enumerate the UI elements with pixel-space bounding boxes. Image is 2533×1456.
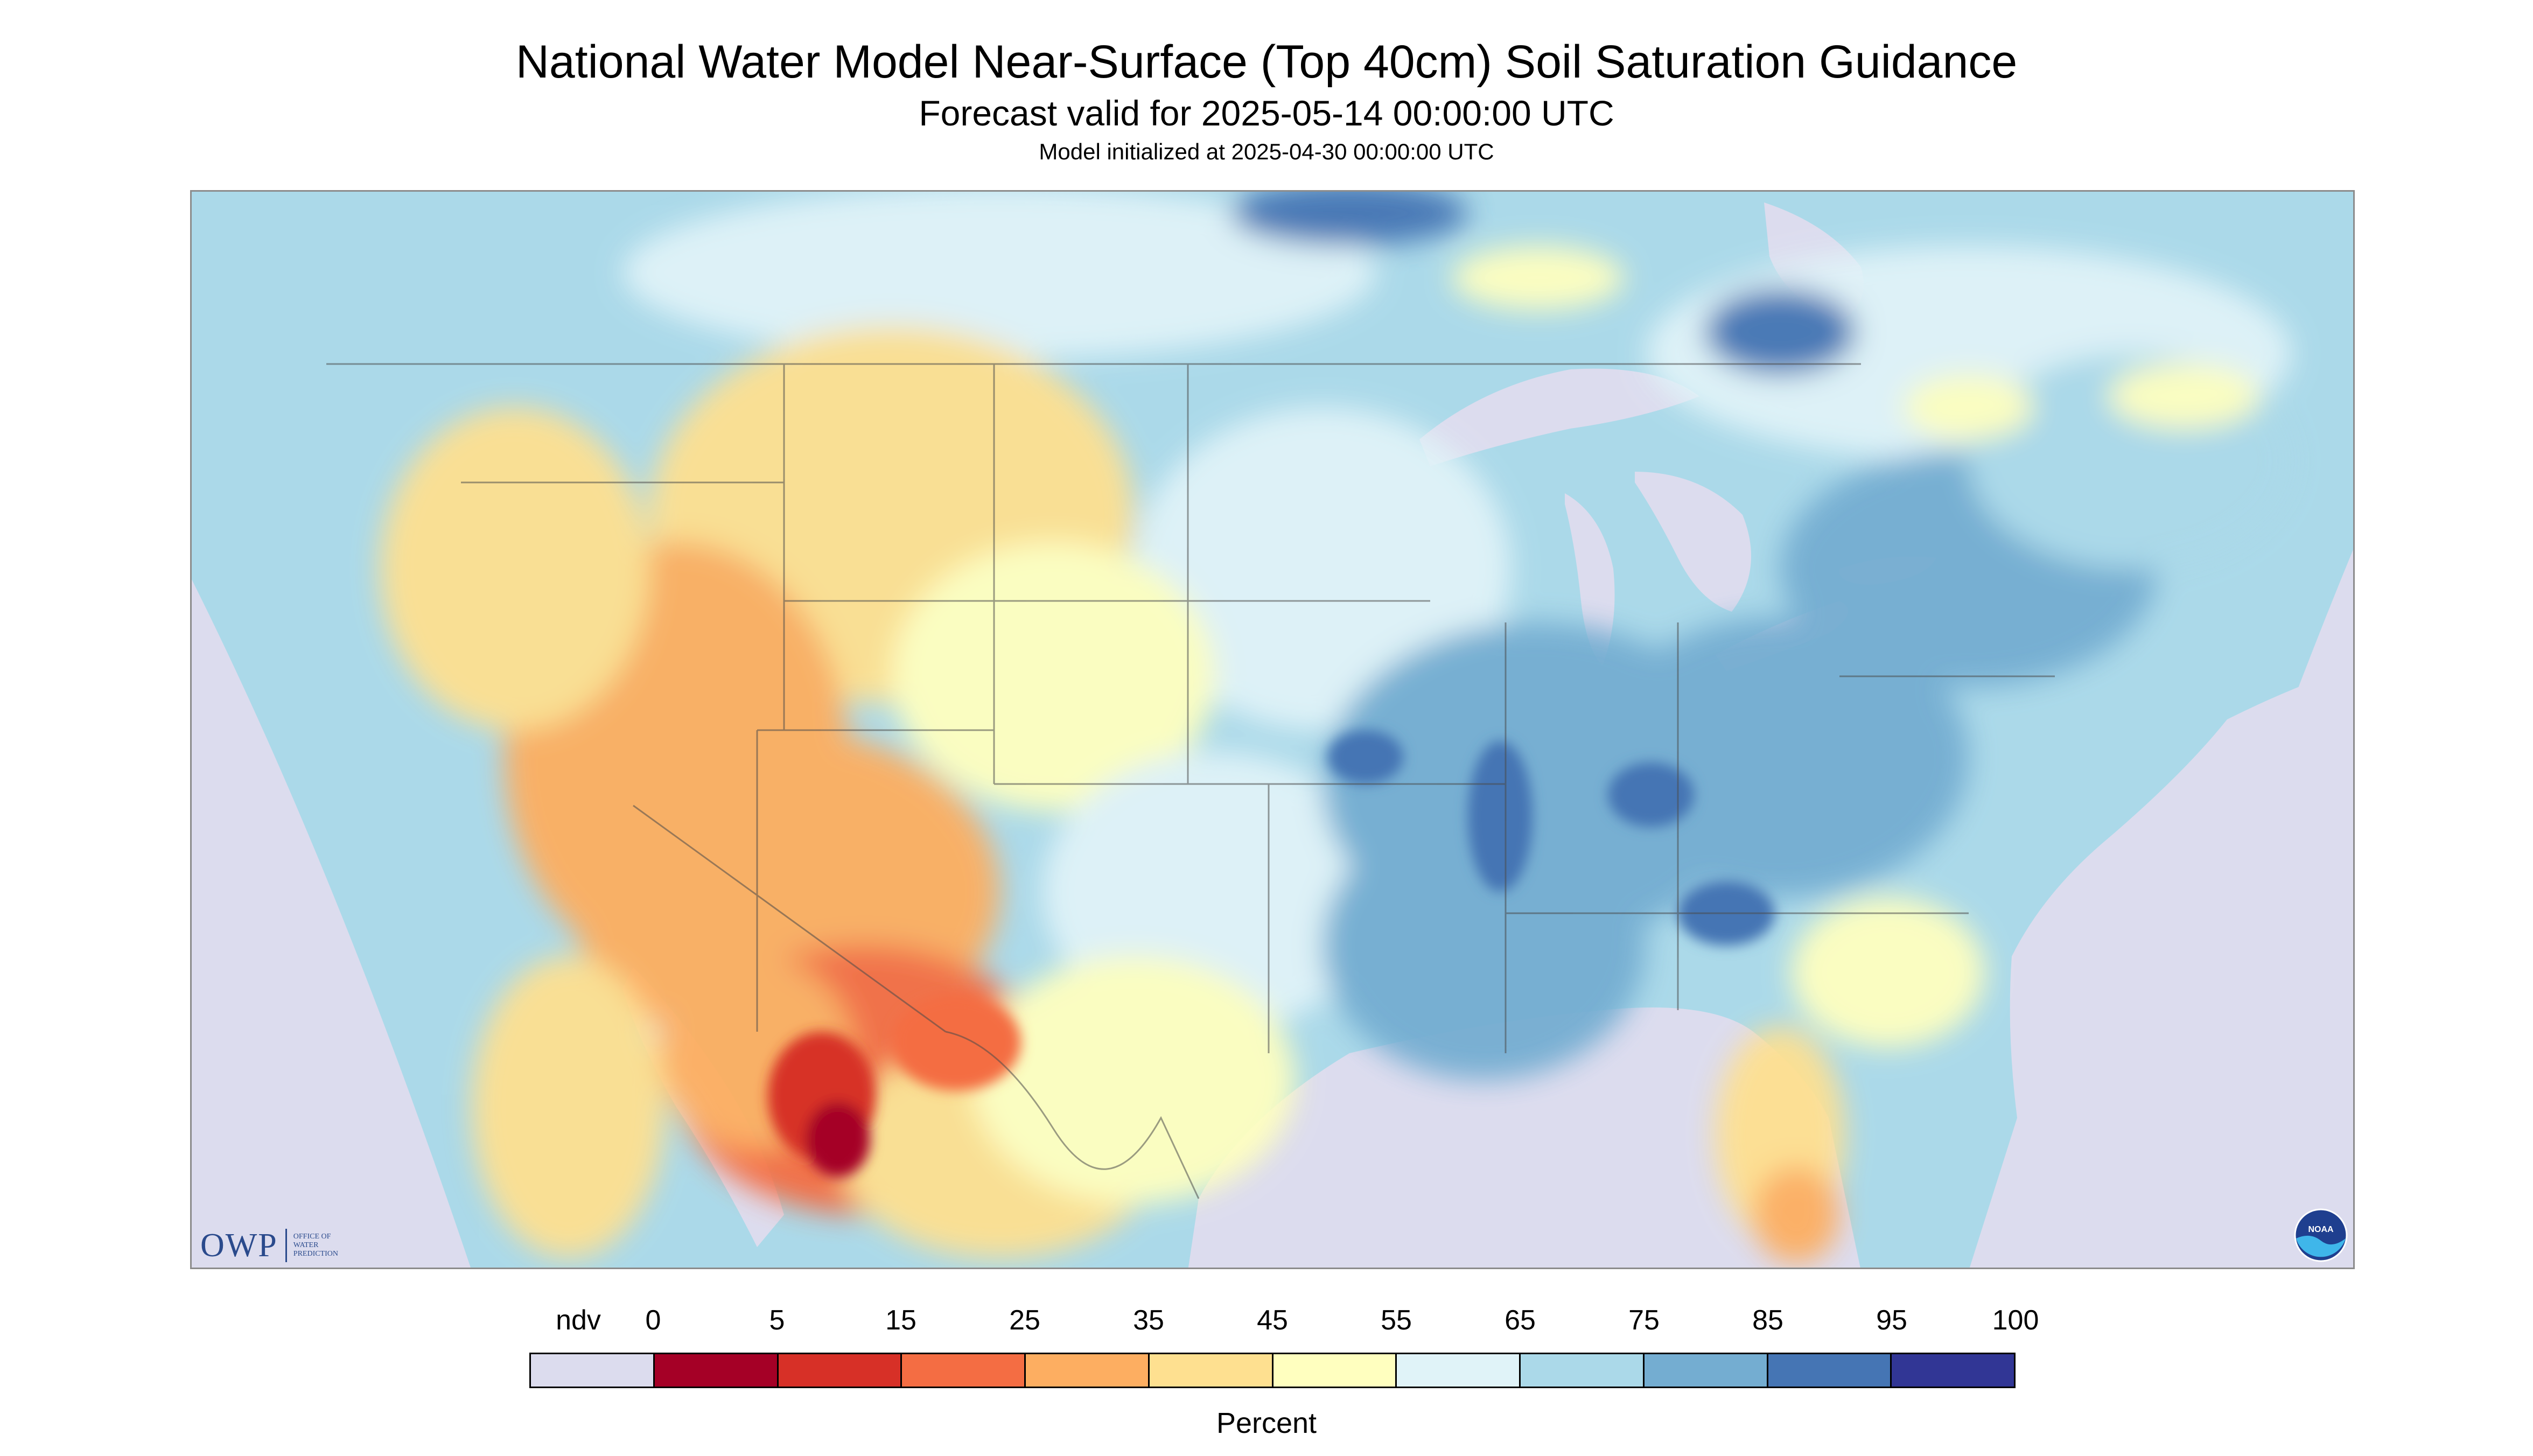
owp-logo: OWP OFFICE OF WATER PREDICTION (200, 1221, 338, 1270)
legend-swatch (778, 1354, 902, 1387)
soil-saturation-map (190, 190, 2355, 1269)
forecast-valid-subtitle: Forecast valid for 2025-05-14 00:00:00 U… (919, 93, 1614, 133)
lake-superior (1419, 368, 1699, 466)
legend-swatch (1644, 1354, 1768, 1387)
atlantic-ocean (1969, 667, 2353, 1268)
gulf-of-mexico (1188, 1007, 1860, 1268)
color-legend (529, 1353, 2016, 1388)
legend-tick-label: 25 (1009, 1305, 1040, 1336)
saturation-field (380, 192, 2292, 1263)
legend-tick-label: 65 (1505, 1305, 1536, 1336)
legend-swatch (1026, 1354, 1150, 1387)
legend-tick-label: 75 (1628, 1305, 1660, 1336)
model-init-subtitle: Model initialized at 2025-04-30 00:00:00… (1039, 139, 1494, 164)
lake-huron (1635, 472, 1751, 612)
legend-swatch (1521, 1354, 1645, 1387)
map-canvas (192, 192, 2353, 1268)
legend-tick-label: 55 (1381, 1305, 1412, 1336)
lake-michigan (1565, 493, 1615, 666)
legend-swatch (531, 1354, 655, 1387)
legend-tick-label: 35 (1133, 1305, 1164, 1336)
legend-swatch (1273, 1354, 1397, 1387)
legend-swatch (902, 1354, 1026, 1387)
owp-logo-divider (285, 1229, 287, 1262)
legend-swatch (1892, 1354, 2014, 1387)
map-title: National Water Model Near-Surface (Top 4… (515, 36, 2018, 88)
legend-tick-label: 95 (1876, 1305, 1907, 1336)
legend-swatch (1149, 1354, 1274, 1387)
svg-text:NOAA: NOAA (2308, 1225, 2334, 1234)
legend-tick-label: ndv (556, 1305, 601, 1336)
legend-swatch (654, 1354, 779, 1387)
legend-swatch (1397, 1354, 1521, 1387)
political-borders (326, 363, 2055, 1199)
noaa-logo: NOAA (2294, 1208, 2348, 1262)
legend-tick-label: 45 (1257, 1305, 1288, 1336)
legend-unit-label: Percent (1216, 1407, 1317, 1439)
legend-tick-label: 5 (769, 1305, 785, 1336)
legend-tick-labels: ndv 0 5 15 25 35 45 55 65 75 85 95 100 (0, 1304, 2533, 1342)
legend-tick-label: 85 (1752, 1305, 1783, 1336)
legend-tick-label: 15 (885, 1305, 916, 1336)
legend-tick-label: 100 (1992, 1305, 2039, 1336)
legend-tick-label: 0 (645, 1305, 661, 1336)
legend-swatch (1768, 1354, 1892, 1387)
owp-logo-subtext: OFFICE OF WATER PREDICTION (293, 1233, 339, 1258)
owp-logo-text: OWP (200, 1227, 278, 1264)
